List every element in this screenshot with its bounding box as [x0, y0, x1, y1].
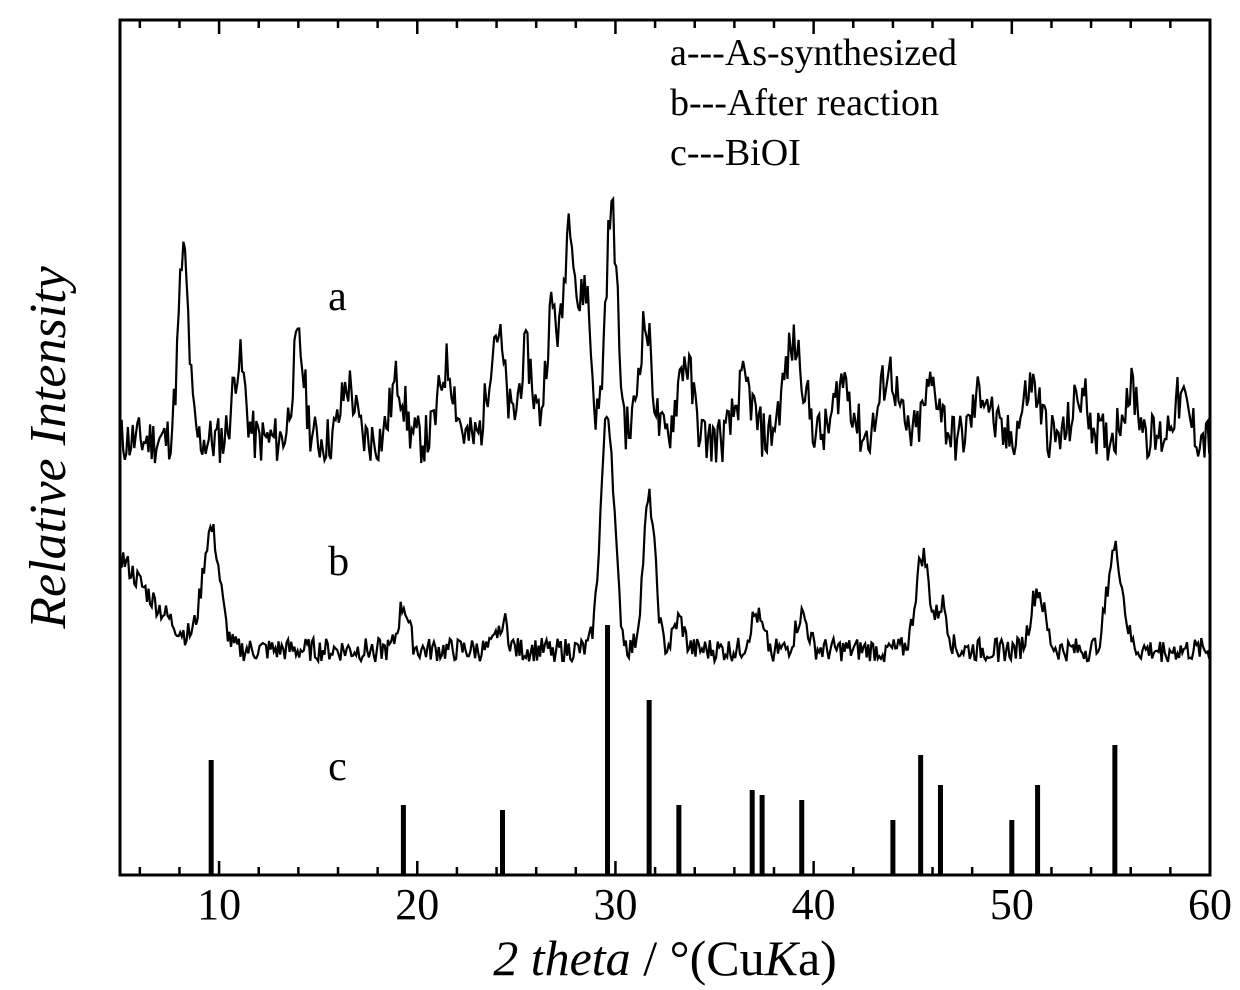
trace-b-label: b — [328, 539, 349, 585]
x-axis-label: 2 theta / °(CuKa) — [493, 930, 837, 986]
svg-text:2 theta / °(CuKa): 2 theta / °(CuKa) — [493, 930, 837, 986]
svg-text:b---After reaction: b---After reaction — [670, 82, 939, 124]
xrd-chart: 10 20 30 40 50 60 2 theta / °(CuKa) Relative … — [0, 0, 1240, 990]
svg-text:50: 50 — [990, 880, 1034, 929]
y-axis-label: Relative Intensity — [20, 265, 77, 629]
svg-text:40: 40 — [792, 880, 836, 929]
trace-a-label: a — [328, 274, 347, 320]
svg-text:c---BiOI: c---BiOI — [670, 132, 801, 174]
x-axis-tick-labels: 10 20 30 40 50 60 — [197, 880, 1232, 929]
svg-text:20: 20 — [395, 880, 439, 929]
svg-text:60: 60 — [1188, 880, 1232, 929]
svg-text:30: 30 — [593, 880, 637, 929]
legend: a---As-synthesized b---After reaction c---… — [670, 32, 957, 174]
reference-c-label: c — [328, 744, 347, 790]
svg-text:a---As-synthesized: a---As-synthesized — [670, 32, 957, 74]
trace-a-as-synthesized — [120, 199, 1209, 463]
trace-b-after-reaction — [120, 417, 1209, 662]
svg-text:10: 10 — [197, 880, 241, 929]
